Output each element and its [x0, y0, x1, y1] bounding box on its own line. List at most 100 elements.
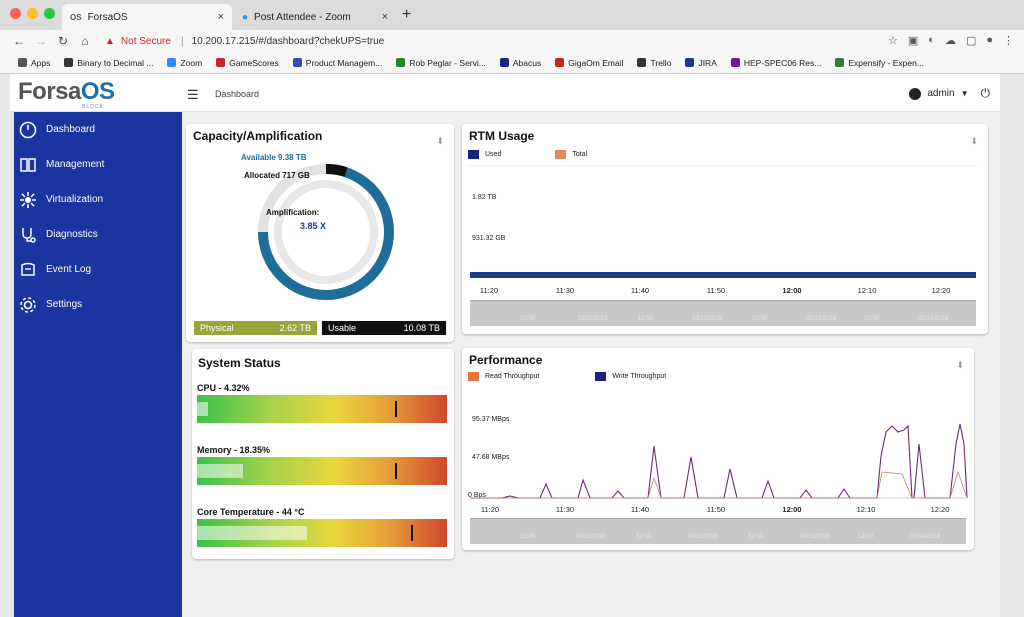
bookmark-label: Apps: [31, 57, 51, 68]
home-icon[interactable]: ⌂: [81, 34, 89, 48]
navigator-tick: 12:00: [752, 316, 768, 322]
url-field[interactable]: ▲ Not Secure | 10.200.17.215/#/dashboard…: [105, 31, 885, 51]
chevron-down-icon[interactable]: ▼: [960, 89, 969, 98]
card-title: System Status: [198, 356, 281, 370]
legend-label-total[interactable]: Total: [572, 151, 588, 158]
sidebar-item-management[interactable]: Management: [14, 147, 182, 182]
card-title: RTM Usage: [469, 129, 535, 143]
bookmark-label: Expensify - Expen...: [848, 57, 924, 68]
sidebar-item-event-log[interactable]: Event Log: [14, 252, 182, 287]
navigator-tick: 12:00: [520, 316, 536, 322]
capacity-card: Capacity/Amplification ⬇ Available 9.38 …: [186, 124, 454, 342]
close-tab-icon[interactable]: ×: [217, 11, 224, 23]
minimize-window-button[interactable]: [27, 8, 38, 19]
donut-inner-track: [274, 180, 378, 284]
x-tick: 11:50: [706, 286, 726, 295]
extension-icon[interactable]: ▣: [907, 35, 919, 47]
bookmark-item[interactable]: Rob Peglar - Servi...: [396, 58, 486, 68]
bookmark-item[interactable]: GigaOm Email: [555, 58, 623, 68]
sidebar-item-diagnostics[interactable]: Diagnostics: [14, 217, 182, 252]
navigator-tick: 12:00: [638, 316, 654, 322]
security-indicator[interactable]: Not Secure: [120, 35, 171, 47]
bookmark-item[interactable]: JIRA: [685, 57, 717, 68]
rtm-chart: [468, 165, 977, 278]
x-tick: 11:20: [480, 505, 500, 514]
sidebar: Dashboard Management Virtualization Diag…: [14, 112, 182, 617]
reload-icon[interactable]: ↻: [57, 34, 69, 48]
logo-suffix: OS: [80, 78, 115, 105]
legend-label-write[interactable]: Write Throughput: [612, 373, 667, 380]
dashboard-icon: [18, 120, 38, 140]
bookmark-favicon-icon: [167, 58, 177, 67]
event-log-icon: [18, 260, 38, 280]
maximize-window-button[interactable]: [44, 8, 55, 19]
bookmark-item[interactable]: Product Managem...: [292, 58, 382, 68]
y-axis-label: 931.32 GB: [472, 235, 506, 242]
more-menu-icon[interactable]: ⋮: [1003, 35, 1014, 47]
bookmark-item[interactable]: Abacus: [499, 57, 542, 68]
sidebar-item-label: Management: [46, 159, 105, 170]
extension-icon[interactable]: ▢: [965, 35, 977, 47]
navigator-tick: 12:00: [864, 316, 880, 322]
browser-tab-forsaos[interactable]: OS ForsaOS ×: [62, 4, 232, 30]
bookmark-item[interactable]: Zoom: [167, 58, 202, 68]
bookmark-label: JIRA: [698, 57, 717, 68]
close-tab-icon[interactable]: ×: [381, 11, 388, 23]
time-navigator[interactable]: 12:00 03/11/2019 12:00 03/12/2019 12:00 …: [470, 518, 966, 544]
performance-legend: Read Throughput Write Throughput: [468, 372, 666, 381]
sidebar-item-label: Diagnostics: [46, 229, 98, 240]
allocated-arc: [325, 164, 348, 177]
cpu-gauge: [197, 395, 447, 423]
user-menu[interactable]: admin ▼ ⏻: [909, 86, 990, 101]
card-title: Performance: [469, 353, 543, 367]
download-icon[interactable]: ⬇: [970, 136, 978, 146]
sidebar-item-label: Settings: [46, 299, 83, 310]
bookmark-item[interactable]: Expensify - Expen...: [835, 58, 924, 68]
back-icon[interactable]: ←: [13, 34, 25, 48]
power-icon[interactable]: ⏻: [980, 86, 991, 100]
sidebar-item-virtualization[interactable]: Virtualization: [14, 182, 182, 217]
menu-toggle-icon[interactable]: ☰: [187, 87, 199, 102]
x-tick: 11:30: [555, 286, 575, 295]
sidebar-item-label: Dashboard: [46, 124, 95, 135]
forsaos-logo[interactable]: ForsaOS: [18, 78, 115, 106]
bookmark-favicon-icon: [64, 58, 74, 67]
url-text[interactable]: 10.200.17.215/#/dashboard?chekUPS=true: [191, 35, 385, 47]
time-navigator[interactable]: 12:00 03/11/2019 12:00 03/12/2019 12:00 …: [470, 300, 976, 326]
bookmark-item[interactable]: GameScores: [216, 58, 279, 68]
navigator-tick: 03/13/2019: [800, 534, 831, 540]
profile-avatar-icon[interactable]: ●: [986, 34, 993, 46]
x-tick: 11:40: [630, 505, 650, 514]
new-tab-button[interactable]: +: [402, 6, 412, 23]
forward-icon[interactable]: →: [35, 34, 47, 48]
bookmark-star-icon[interactable]: ☆: [888, 35, 898, 47]
bookmark-item[interactable]: HEP-SPEC06 Res...: [730, 57, 822, 68]
bookmark-item[interactable]: Apps: [18, 58, 50, 68]
legend-label-used[interactable]: Used: [485, 151, 502, 158]
bookmark-label: Abacus: [512, 57, 542, 68]
sidebar-item-settings[interactable]: Settings: [14, 287, 182, 322]
bookmark-label: HEP-SPEC06 Res...: [743, 57, 822, 68]
browser-tab-zoom[interactable]: ● Post Attendee - Zoom ×: [234, 4, 396, 30]
bookmark-favicon-icon: [637, 58, 647, 67]
navigator-tick: 03/12/2019: [688, 534, 719, 540]
bookmark-item[interactable]: Trello: [637, 58, 671, 68]
extension-icon[interactable]: ☁: [944, 35, 956, 47]
cpu-threshold-marker: [395, 401, 397, 417]
legend-label-read[interactable]: Read Throughput: [485, 373, 540, 380]
rtm-usage-card: RTM Usage ⬇ Used Total 1.82 TB 931.32 GB…: [462, 124, 988, 334]
extension-icon[interactable]: ◐: [928, 34, 935, 46]
navigator-tick: 03/11/2019: [576, 534, 606, 540]
y-axis-label: 1.82 TB: [472, 194, 497, 201]
amplification-label: Amplification:: [266, 208, 320, 217]
download-icon[interactable]: ⬇: [956, 360, 964, 370]
physical-value: 2.62 TB: [279, 323, 311, 333]
download-icon[interactable]: ⬇: [436, 136, 444, 146]
logo-subtitle: BLOCK: [82, 104, 104, 110]
bookmark-item[interactable]: Binary to Decimal ...: [64, 58, 153, 68]
card-title: Capacity/Amplification: [193, 129, 323, 143]
usable-label: Usable: [328, 323, 357, 333]
sidebar-item-dashboard[interactable]: Dashboard: [14, 112, 182, 147]
close-window-button[interactable]: [10, 8, 21, 19]
amplification-value: 3.85 X: [300, 221, 327, 231]
